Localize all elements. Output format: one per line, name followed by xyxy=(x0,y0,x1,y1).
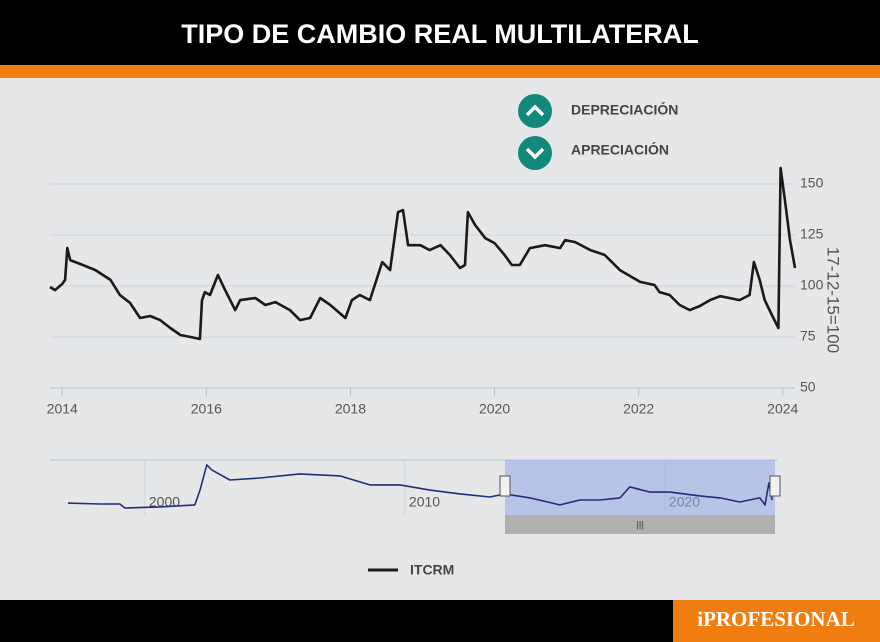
data-line xyxy=(67,464,773,509)
legend-label: ITCRM xyxy=(410,562,454,578)
x-tick-label: 2022 xyxy=(623,401,654,417)
title: TIPO DE CAMBIO REAL MULTILATERAL xyxy=(181,19,698,49)
up-icon xyxy=(518,94,552,128)
y-axis-label: 17-12-15=100 xyxy=(824,247,843,353)
up-arrow xyxy=(525,104,545,117)
annotation: DEPRECIACIÓN xyxy=(571,101,678,118)
y-tick-label: 100 xyxy=(800,277,824,293)
x-tick-label: 2010 xyxy=(409,494,440,510)
y-tick-label: 125 xyxy=(800,226,824,242)
x-tick-label: 2016 xyxy=(191,401,222,417)
handle[interactable] xyxy=(769,475,781,497)
data-line xyxy=(49,166,797,341)
brand: iPROFESIONAL xyxy=(697,607,855,631)
y-tick-label: 150 xyxy=(800,175,824,191)
x-tick-label: 2018 xyxy=(335,401,366,417)
handle[interactable] xyxy=(499,475,511,497)
down-arrow xyxy=(525,147,545,160)
x-tick-label: 2020 xyxy=(479,401,510,417)
y-tick-label: 75 xyxy=(800,328,816,344)
x-tick-label: 2024 xyxy=(767,401,798,417)
selection xyxy=(505,460,775,515)
scrollbar xyxy=(505,515,775,534)
brand-box xyxy=(673,600,880,642)
x-tick-label: 2014 xyxy=(47,401,78,417)
annotation: APRECIACIÓN xyxy=(571,141,669,158)
y-tick-label: 50 xyxy=(800,379,816,395)
header-stripe xyxy=(0,65,880,78)
scrollbar-grip: ||| xyxy=(636,519,643,529)
down-icon xyxy=(518,136,552,170)
header-bar xyxy=(0,0,880,65)
